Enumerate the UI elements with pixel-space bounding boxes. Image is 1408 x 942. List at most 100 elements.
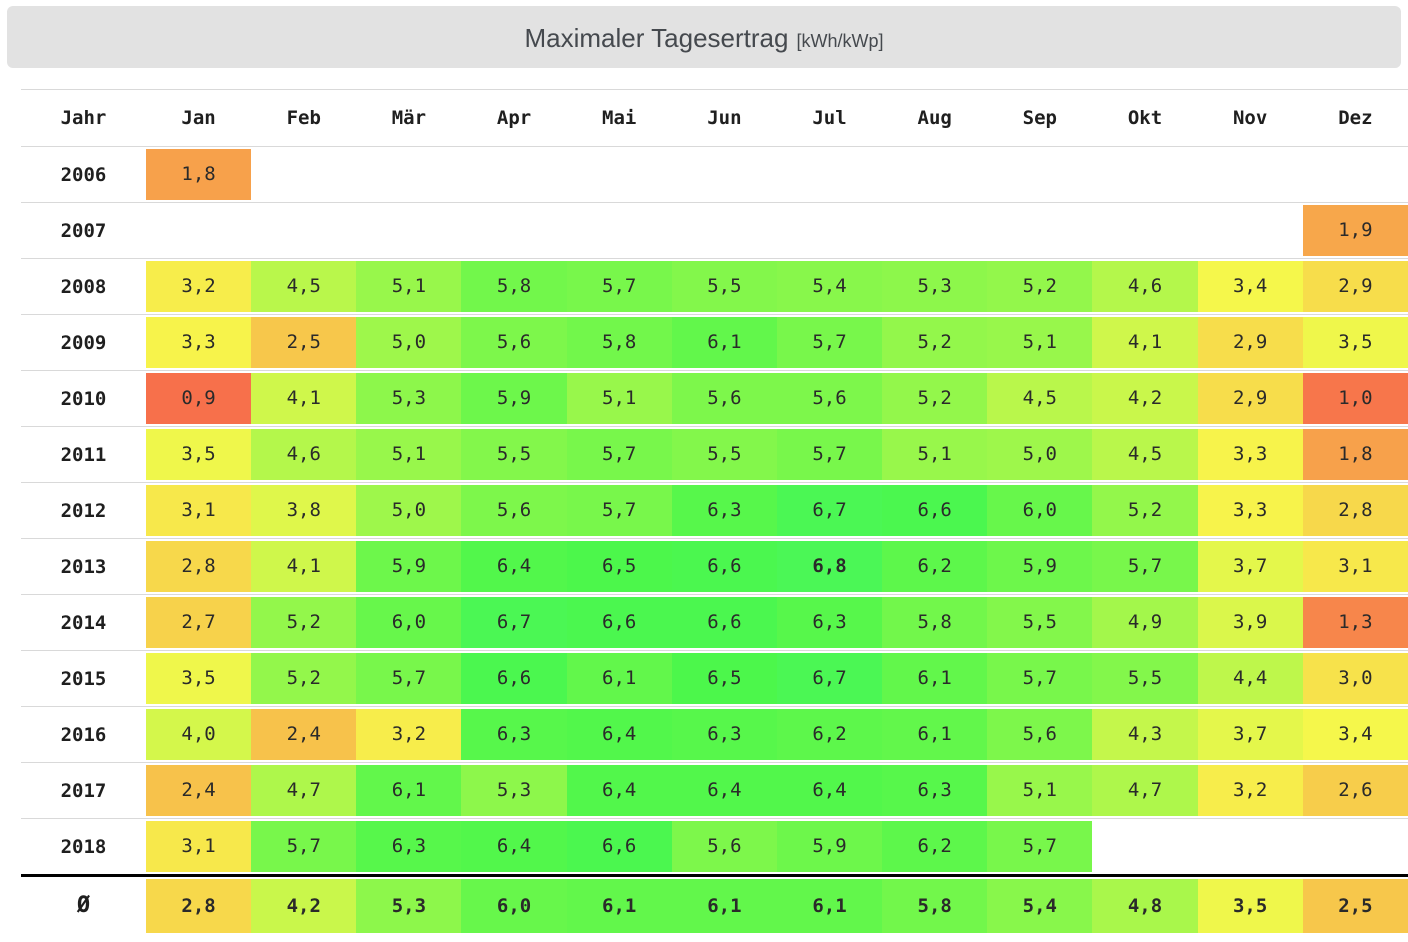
- empty-cell: [987, 202, 1093, 259]
- heatmap-cell: 2,8: [1302, 482, 1408, 539]
- heatmap-cell-value: 5,2: [1092, 485, 1198, 536]
- heatmap-cell-value: 5,2: [987, 261, 1093, 312]
- heatmap-cell: 6,1: [566, 876, 672, 933]
- heatmap-cell-value: 5,6: [671, 373, 777, 424]
- heatmap-cell: 3,5: [1197, 876, 1303, 933]
- heatmap-cell-value: 1,8: [146, 149, 252, 200]
- heatmap-cell: 5,7: [987, 650, 1093, 707]
- heatmap-cell-value: 1,8: [1302, 429, 1408, 480]
- heatmap-cell: 6,0: [461, 876, 567, 933]
- heatmap-cell: 3,4: [1197, 258, 1303, 315]
- empty-cell: [882, 202, 988, 259]
- heatmap-cell: 6,8: [776, 538, 883, 595]
- heatmap-cell-value: 6,2: [776, 709, 883, 760]
- heatmap-cell-value: 5,6: [461, 317, 567, 368]
- heatmap-cell-value: 2,9: [1302, 261, 1408, 312]
- heatmap-cell: 5,7: [356, 650, 462, 707]
- heatmap-cell-value: 5,8: [882, 597, 988, 648]
- heatmap-cell: 5,8: [882, 594, 988, 651]
- heatmap-cell-value: 5,6: [776, 373, 883, 424]
- heatmap-cell: 5,0: [356, 482, 462, 539]
- page-title-unit: [kWh/kWp]: [796, 31, 884, 51]
- heatmap-cell: 5,8: [566, 314, 672, 371]
- heatmap-cell-value: 3,2: [1197, 765, 1303, 816]
- heatmap-cell-value: 3,2: [356, 709, 462, 760]
- heatmap-cell-value: 6,6: [566, 597, 672, 648]
- heatmap-cell: 5,7: [566, 482, 672, 539]
- page-title-text: Maximaler Tagesertrag: [524, 23, 789, 53]
- heatmap-cell: 4,2: [1092, 370, 1198, 427]
- heatmap-cell-value: 2,7: [146, 597, 252, 648]
- heatmap-cell-value: 5,7: [776, 429, 883, 480]
- heatmap-cell: 6,3: [776, 594, 883, 651]
- heatmap-cell-value: 3,1: [146, 821, 252, 872]
- heatmap-cell: 5,5: [671, 258, 777, 315]
- heatmap-cell-value: 2,6: [1302, 765, 1408, 816]
- heatmap-cell: 5,7: [566, 258, 672, 315]
- heatmap-cell: 6,3: [671, 482, 777, 539]
- heatmap-cell: 5,7: [987, 818, 1093, 876]
- heatmap-cell: 6,4: [671, 762, 777, 819]
- empty-cell: [356, 202, 462, 259]
- heatmap-cell-value: 3,1: [1302, 541, 1408, 592]
- heatmap-cell: 6,3: [356, 818, 462, 876]
- heatmap-cell: 5,7: [1092, 538, 1198, 595]
- heatmap-cell-value: 6,8: [776, 541, 883, 592]
- heatmap-cell: 0,9: [146, 370, 252, 427]
- heatmap-cell: 3,3: [146, 314, 252, 371]
- heatmap-cell: 6,4: [461, 818, 567, 876]
- heatmap-cell-value: 2,5: [1302, 879, 1408, 933]
- heatmap-cell-value: 4,5: [251, 261, 357, 312]
- empty-cell: [776, 202, 883, 259]
- heatmap-cell: 6,0: [356, 594, 462, 651]
- heatmap-cell: 3,3: [1197, 482, 1303, 539]
- heatmap-cell-value: 5,1: [987, 317, 1093, 368]
- empty-cell: [1092, 202, 1198, 259]
- heatmap-cell-value: 6,1: [671, 317, 777, 368]
- heatmap-cell-value: 6,6: [671, 541, 777, 592]
- heatmap-cell: 3,1: [146, 818, 252, 876]
- heatmap-cell: 5,3: [461, 762, 567, 819]
- heatmap-cell-value: 4,6: [251, 429, 357, 480]
- heatmap-cell-value: 5,2: [251, 653, 357, 704]
- heatmap-cell: 6,6: [566, 594, 672, 651]
- heatmap-cell-value: 5,6: [671, 821, 777, 872]
- heatmap-cell: 5,1: [882, 426, 988, 483]
- heatmap-cell: 5,9: [461, 370, 567, 427]
- heatmap-cell: 4,5: [987, 370, 1093, 427]
- table-row: 2012 3,1 3,8 5,0 5,6 5,7 6,3 6,7 6,6 6,0 5,2 3,3 2,8: [21, 482, 1408, 539]
- year-label: 2017: [21, 762, 146, 819]
- heatmap-cell: 6,0: [987, 482, 1093, 539]
- heatmap-cell: 6,6: [671, 538, 777, 595]
- heatmap-cell-value: 5,7: [251, 821, 357, 872]
- heatmap-cell: 4,5: [251, 258, 357, 315]
- heatmap-cell-value: 5,9: [776, 821, 883, 872]
- heatmap-cell: 6,4: [776, 762, 883, 819]
- heatmap-cell: 4,0: [146, 706, 252, 763]
- heatmap-cell-value: 4,7: [251, 765, 357, 816]
- empty-cell: [1092, 818, 1198, 876]
- heatmap-cell: 5,9: [776, 818, 883, 876]
- heatmap-cell: 2,4: [251, 706, 357, 763]
- heatmap-cell: 5,6: [671, 370, 777, 427]
- heatmap-cell: 5,0: [987, 426, 1093, 483]
- heatmap-cell: 5,4: [776, 258, 883, 315]
- heatmap-cell-value: 6,3: [461, 709, 567, 760]
- title-bar: Maximaler Tagesertrag [kWh/kWp]: [7, 6, 1401, 68]
- heatmap-cell-value: 3,5: [1197, 879, 1303, 933]
- heatmap-cell-value: 5,5: [461, 429, 567, 480]
- heatmap-cell-value: 6,3: [356, 821, 462, 872]
- heatmap-cell-value: 6,4: [566, 765, 672, 816]
- heatmap-cell: 5,5: [671, 426, 777, 483]
- month-column-header: Nov: [1197, 89, 1303, 147]
- month-column-header: Mai: [566, 89, 672, 147]
- heatmap-cell-value: 6,7: [776, 653, 883, 704]
- heatmap-cell: 5,7: [776, 426, 883, 483]
- heatmap-cell: 3,7: [1197, 538, 1303, 595]
- year-label: 2014: [21, 594, 146, 651]
- heatmap-cell-value: 5,7: [776, 317, 883, 368]
- heatmap-cell-value: 4,7: [1092, 765, 1198, 816]
- heatmap-cell: 4,1: [251, 370, 357, 427]
- empty-cell: [882, 146, 988, 203]
- heatmap-cell-value: 6,1: [776, 879, 883, 933]
